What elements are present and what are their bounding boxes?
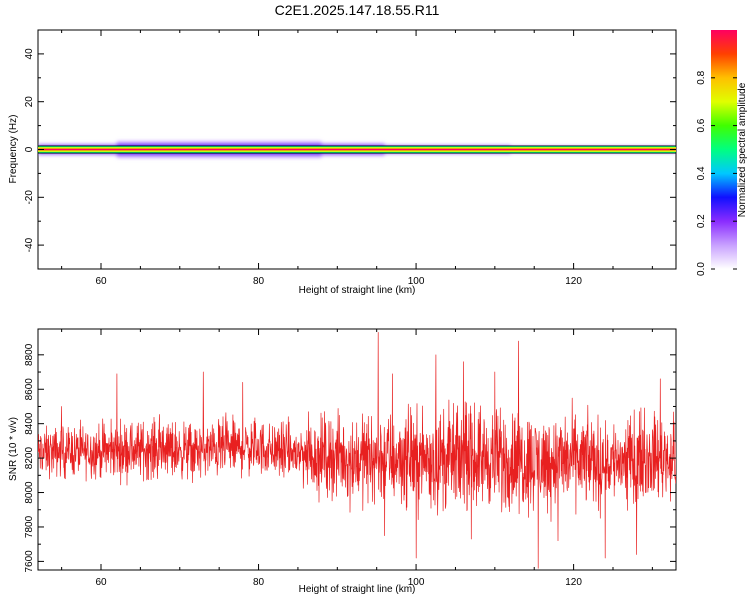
snr-y-tick-label: 8800 <box>24 343 35 366</box>
snr-y-tick-label: 7600 <box>24 550 35 573</box>
spectrogram-x-tick-label: 120 <box>565 276 582 287</box>
spectrogram-x-tick-label: 80 <box>253 276 265 287</box>
colorbar: 0.0 0.2 0.4 0.6 0.8 Normalized spectral ampl… <box>696 30 748 276</box>
spectrogram-y-tick-label: -40 <box>24 237 35 252</box>
snr-x-tick-label: 60 <box>95 577 107 588</box>
colorbar-tick-label: 0.2 <box>696 214 707 228</box>
colorbar-tick-label: 0.8 <box>696 70 707 84</box>
spectrogram-x-label: Height of straight line (km) <box>299 285 416 296</box>
snr-y-tick-label: 8200 <box>24 447 35 470</box>
snr-x-tick-label: 80 <box>253 577 265 588</box>
spectrogram-x-tick-label: 100 <box>408 276 425 287</box>
snr-x-tick-label: 120 <box>565 577 582 588</box>
snr-axes: 60 80 100 120 7600 7800 8000 8200 8400 8600 8800 <box>24 329 676 588</box>
colorbar-tick-label: 0.4 <box>696 166 707 180</box>
spectrogram-band <box>38 140 676 159</box>
snr-panel: 60 80 100 120 7600 7800 8000 8200 8400 8600 8800 H… <box>8 328 677 595</box>
chart-title: C2E1.2025.147.18.55.R11 <box>275 2 440 18</box>
spectrogram-y-tick-label: 0 <box>24 146 35 152</box>
spectrogram-y-tick-label: 20 <box>24 96 35 108</box>
spectrogram-y-label: Frequency (Hz) <box>8 115 19 184</box>
spectrogram-y-tick-label: -20 <box>24 190 35 205</box>
colorbar-tick-label: 0.0 <box>696 262 707 276</box>
snr-y-label: SNR (10 * v/v) <box>8 417 19 481</box>
snr-y-tick-label: 8400 <box>24 412 35 435</box>
spectrogram-panel: 60 80 100 120 -40 -20 0 20 40 Height of straight… <box>8 29 677 296</box>
snr-series-line <box>38 332 676 569</box>
colorbar-tick-label: 0.6 <box>696 118 707 132</box>
spectrogram-y-tick-label: 40 <box>24 48 35 60</box>
colorbar-gradient <box>711 30 737 269</box>
spectrogram-axes: 60 80 100 120 -40 -20 0 20 40 <box>24 30 676 287</box>
snr-x-label: Height of straight line (km) <box>299 584 416 595</box>
spectrogram-x-tick-label: 60 <box>95 276 107 287</box>
snr-y-tick-label: 8000 <box>24 481 35 504</box>
snr-x-tick-label: 100 <box>408 577 425 588</box>
colorbar-ticks: 0.0 0.2 0.4 0.6 0.8 <box>696 70 737 276</box>
snr-y-tick-label: 8600 <box>24 378 35 401</box>
snr-y-tick-label: 7800 <box>24 515 35 538</box>
colorbar-label: Normalized spectral amplitude <box>737 82 748 217</box>
